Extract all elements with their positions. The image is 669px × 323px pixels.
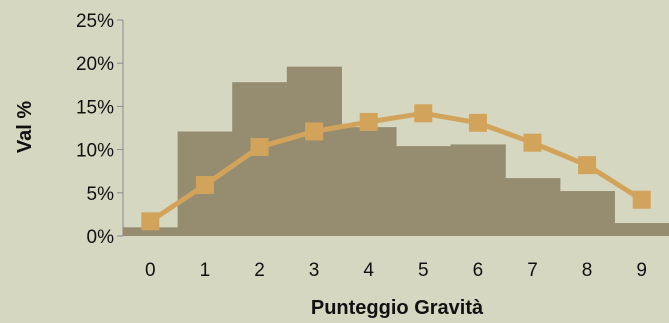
y-tick-label: 25% [76, 11, 114, 32]
y-tick-label: 15% [76, 97, 114, 118]
histogram-bar [396, 146, 452, 236]
line-marker [578, 156, 597, 175]
histogram-bar [505, 178, 561, 236]
y-tick-label: 0% [87, 227, 115, 248]
histogram-bar [286, 66, 342, 236]
histogram-bar [123, 227, 179, 236]
line-marker [359, 112, 378, 131]
x-axis-title: Punteggio Gravità [311, 297, 484, 319]
histogram-bar [341, 127, 397, 236]
line-path [148, 110, 644, 224]
y-tick-label: 10% [76, 141, 114, 162]
x-tick-label: 8 [582, 260, 593, 281]
line-marker [195, 176, 214, 195]
line-marker [632, 190, 651, 209]
x-tick-label: 2 [254, 260, 265, 281]
x-tick-label: 1 [200, 260, 211, 281]
y-tick-label: 20% [76, 54, 114, 75]
axes [117, 19, 124, 237]
x-tick-label: 4 [363, 260, 374, 281]
x-tick-label: 9 [636, 260, 647, 281]
line-marker [141, 212, 160, 231]
histogram-bars [123, 66, 669, 237]
y-tick-label: 5% [87, 184, 115, 205]
line-series [141, 104, 651, 231]
histogram-bar [559, 191, 615, 236]
y-axis-title: Val % [14, 101, 36, 153]
x-tick-label: 0 [145, 260, 156, 281]
x-tick-label: 7 [527, 260, 538, 281]
line-marker [523, 133, 542, 152]
x-tick-label: 6 [473, 260, 484, 281]
line-marker [250, 138, 269, 157]
x-tick-label: 5 [418, 260, 429, 281]
tick-labels: 0% 5% 10% 15% 20% 25% 0 1 2 3 4 5 6 7 8 9 [76, 11, 647, 281]
histogram-bar [450, 144, 506, 236]
line-marker [305, 122, 324, 141]
line-marker [468, 113, 487, 132]
x-tick-label: 3 [309, 260, 320, 281]
line-marker [414, 104, 433, 123]
histogram-bar [614, 223, 669, 236]
